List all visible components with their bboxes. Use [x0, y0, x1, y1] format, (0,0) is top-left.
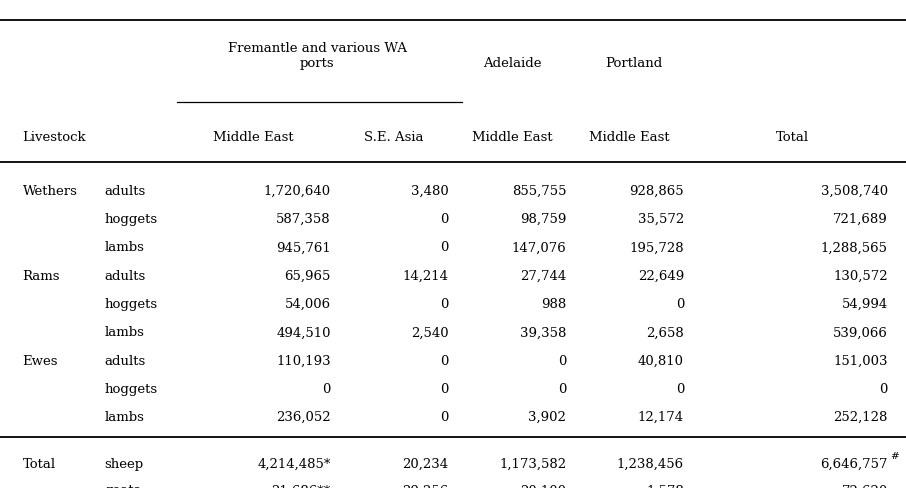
Text: Rams: Rams [23, 270, 60, 283]
Text: 195,728: 195,728 [630, 242, 684, 254]
Text: 14,214: 14,214 [402, 270, 448, 283]
Text: hoggets: hoggets [104, 383, 158, 396]
Text: lambs: lambs [104, 326, 144, 339]
Text: 65,965: 65,965 [284, 270, 331, 283]
Text: 12,174: 12,174 [638, 411, 684, 424]
Text: 29,256: 29,256 [402, 485, 448, 488]
Text: hoggets: hoggets [104, 213, 158, 226]
Text: 39,358: 39,358 [520, 326, 566, 339]
Text: 1,288,565: 1,288,565 [821, 242, 888, 254]
Text: 539,066: 539,066 [833, 326, 888, 339]
Text: 1,720,640: 1,720,640 [264, 185, 331, 198]
Text: 6,646,757: 6,646,757 [820, 458, 888, 470]
Text: 20,100: 20,100 [520, 485, 566, 488]
Text: 151,003: 151,003 [834, 355, 888, 367]
Text: 587,358: 587,358 [276, 213, 331, 226]
Text: Adelaide: Adelaide [483, 57, 541, 70]
Text: 3,480: 3,480 [410, 185, 448, 198]
Text: 1,578: 1,578 [646, 485, 684, 488]
Text: 2,658: 2,658 [646, 326, 684, 339]
Text: sheep: sheep [104, 458, 143, 470]
Text: 0: 0 [440, 298, 448, 311]
Text: 27,744: 27,744 [520, 270, 566, 283]
Text: adults: adults [104, 355, 146, 367]
Text: 98,759: 98,759 [520, 213, 566, 226]
Text: 1,238,456: 1,238,456 [617, 458, 684, 470]
Text: goats: goats [104, 485, 140, 488]
Text: 855,755: 855,755 [512, 185, 566, 198]
Text: 35,572: 35,572 [638, 213, 684, 226]
Text: 928,865: 928,865 [630, 185, 684, 198]
Text: 4,214,485*: 4,214,485* [257, 458, 331, 470]
Text: 1,173,582: 1,173,582 [499, 458, 566, 470]
Text: 0: 0 [440, 242, 448, 254]
Text: 236,052: 236,052 [276, 411, 331, 424]
Text: Total: Total [776, 131, 809, 144]
Text: 0: 0 [440, 355, 448, 367]
Text: 22,649: 22,649 [638, 270, 684, 283]
Text: Portland: Portland [605, 57, 663, 70]
Text: 72,620: 72,620 [842, 485, 888, 488]
Text: 494,510: 494,510 [276, 326, 331, 339]
Text: Middle East: Middle East [214, 131, 294, 144]
Text: S.E. Asia: S.E. Asia [364, 131, 424, 144]
Text: 0: 0 [440, 383, 448, 396]
Text: Fremantle and various WA
ports: Fremantle and various WA ports [227, 42, 407, 70]
Text: lambs: lambs [104, 242, 144, 254]
Text: adults: adults [104, 270, 146, 283]
Text: hoggets: hoggets [104, 298, 158, 311]
Text: 3,508,740: 3,508,740 [821, 185, 888, 198]
Text: 0: 0 [676, 383, 684, 396]
Text: 0: 0 [676, 298, 684, 311]
Text: 54,994: 54,994 [842, 298, 888, 311]
Text: lambs: lambs [104, 411, 144, 424]
Text: 147,076: 147,076 [512, 242, 566, 254]
Text: 0: 0 [880, 383, 888, 396]
Text: 3,902: 3,902 [528, 411, 566, 424]
Text: adults: adults [104, 185, 146, 198]
Text: 0: 0 [558, 355, 566, 367]
Text: Ewes: Ewes [23, 355, 58, 367]
Text: Total: Total [23, 458, 56, 470]
Text: 721,689: 721,689 [834, 213, 888, 226]
Text: 0: 0 [440, 411, 448, 424]
Text: 988: 988 [541, 298, 566, 311]
Text: 252,128: 252,128 [834, 411, 888, 424]
Text: 130,572: 130,572 [834, 270, 888, 283]
Text: 40,810: 40,810 [638, 355, 684, 367]
Text: Middle East: Middle East [590, 131, 670, 144]
Text: 945,761: 945,761 [276, 242, 331, 254]
Text: Wethers: Wethers [23, 185, 78, 198]
Text: 110,193: 110,193 [276, 355, 331, 367]
Text: #: # [891, 452, 900, 461]
Text: 0: 0 [323, 383, 331, 396]
Text: 0: 0 [558, 383, 566, 396]
Text: 20,234: 20,234 [402, 458, 448, 470]
Text: 21,686**: 21,686** [272, 485, 331, 488]
Text: 0: 0 [440, 213, 448, 226]
Text: 54,006: 54,006 [284, 298, 331, 311]
Text: 2,540: 2,540 [410, 326, 448, 339]
Text: Livestock: Livestock [23, 131, 86, 144]
Text: Middle East: Middle East [472, 131, 552, 144]
